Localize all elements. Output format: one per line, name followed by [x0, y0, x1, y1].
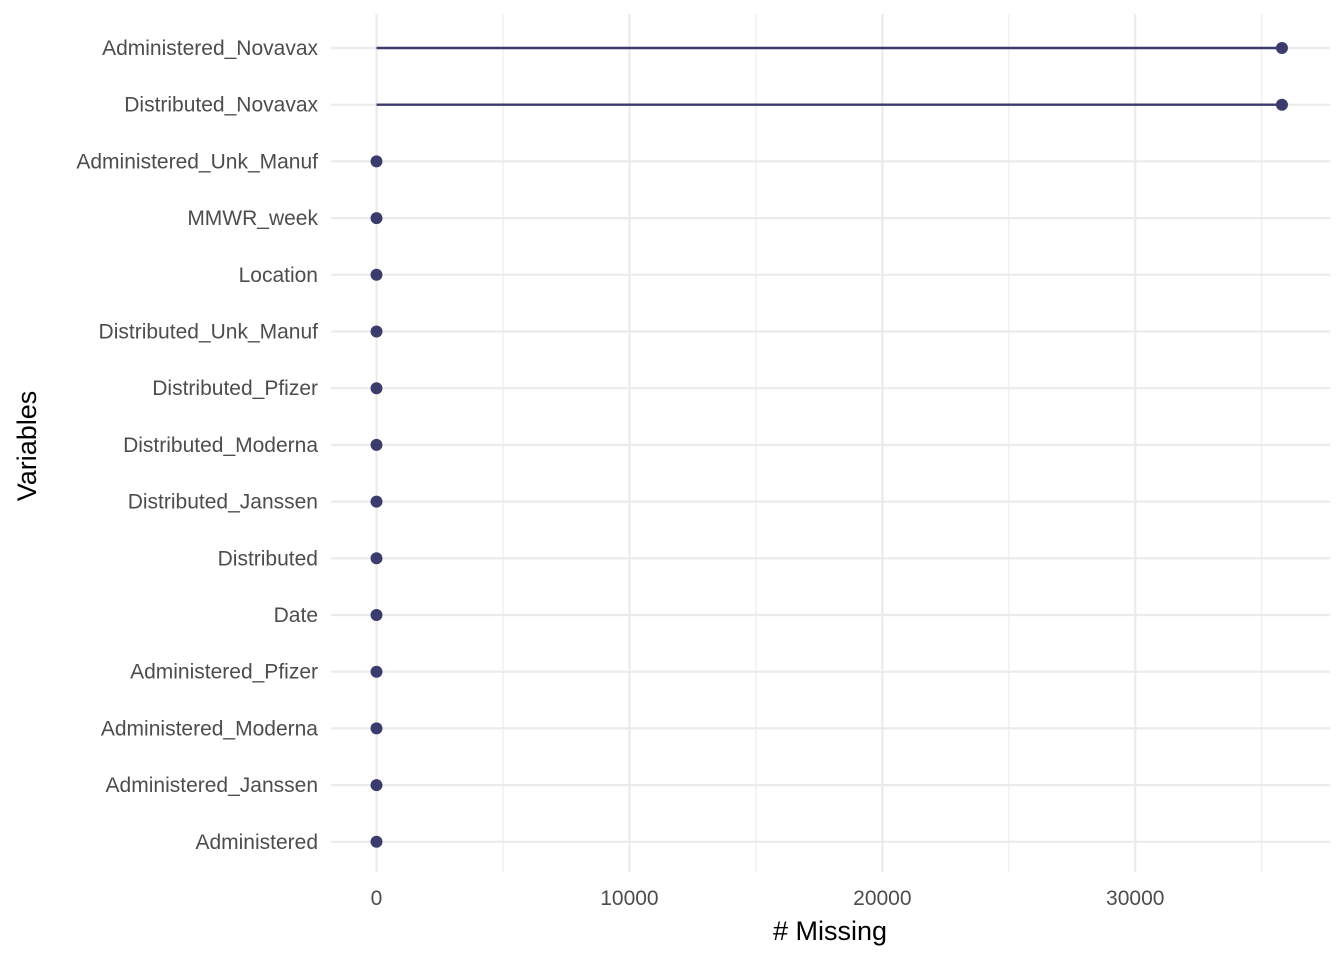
lollipop-point	[370, 665, 383, 678]
x-tick-label: 10000	[600, 887, 658, 910]
lollipop-point	[370, 438, 383, 451]
lollipop-point	[370, 155, 383, 168]
lollipop-point	[370, 722, 383, 735]
lollipop-point	[370, 779, 383, 792]
y-tick-label: Location	[239, 264, 318, 287]
y-tick-label: Administered_Pfizer	[130, 661, 318, 684]
y-tick-label: Distributed_Moderna	[123, 434, 318, 457]
x-tick-label: 0	[371, 887, 383, 910]
lollipop-point	[1275, 42, 1288, 54]
lollipop-point	[370, 552, 383, 565]
lollipop-point	[1275, 98, 1288, 111]
y-tick-label: Administered_Unk_Manuf	[76, 150, 318, 173]
y-tick-label: Administered	[195, 831, 318, 854]
lollipop-point	[370, 382, 383, 395]
lollipop-point	[370, 212, 383, 225]
y-tick-label: Distributed_Pfizer	[152, 377, 318, 400]
x-tick-labels: 0 10000 20000 30000	[371, 887, 1165, 910]
lollipop-point	[370, 495, 383, 508]
lollipop-point	[370, 835, 383, 848]
x-tick-label: 30000	[1106, 887, 1164, 910]
lollipop-point	[370, 609, 383, 621]
y-tick-label: Administered_Moderna	[101, 717, 318, 740]
y-tick-label: Distributed_Novavax	[124, 94, 318, 117]
y-tick-label: Administered_Novavax	[102, 37, 318, 60]
y-tick-label: Administered_Janssen	[106, 774, 318, 797]
lollipop-point	[370, 268, 383, 281]
y-tick-labels: Administered_Novavax Distributed_Novavax A…	[76, 37, 318, 854]
x-axis-title: # Missing	[773, 916, 887, 946]
y-tick-label: MMWR_week	[187, 207, 318, 230]
y-tick-label: Date	[274, 604, 318, 627]
y-tick-label: Distributed_Janssen	[128, 491, 318, 514]
x-tick-label: 20000	[853, 887, 911, 910]
y-tick-label: Distributed_Unk_Manuf	[99, 321, 319, 344]
grid-lines	[331, 14, 1330, 872]
lollipop-point	[370, 325, 383, 338]
lollipop-marks	[370, 42, 1288, 848]
y-tick-label: Distributed	[218, 547, 318, 570]
y-axis-title: Variables	[12, 391, 42, 502]
